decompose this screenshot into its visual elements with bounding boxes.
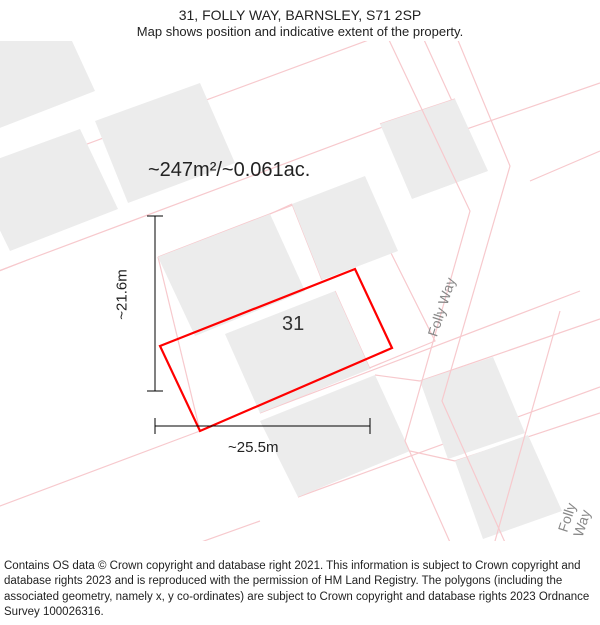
parcel-boundary: [375, 375, 420, 381]
width-dimension: ~25.5m: [228, 439, 278, 456]
dimension-line: [147, 216, 163, 391]
parcel-boundary: [0, 431, 200, 521]
building-footprint: [380, 99, 488, 199]
footer-copyright: Contains OS data © Crown copyright and d…: [4, 559, 596, 621]
height-dimension: ~21.6m: [114, 269, 131, 319]
building-footprint: [95, 83, 235, 203]
page-title: 31, FOLLY WAY, BARNSLEY, S71 2SP: [0, 6, 600, 24]
area-label: ~247m²/~0.061ac.: [148, 159, 310, 182]
parcel-boundary: [420, 319, 600, 381]
page-subtitle: Map shows position and indicative extent…: [0, 24, 600, 41]
parcel-boundary: [120, 521, 260, 541]
road-edge: [530, 151, 600, 181]
map-canvas: ~247m²/~0.061ac. 31 ~21.6m ~25.5m Folly …: [0, 41, 600, 541]
header: 31, FOLLY WAY, BARNSLEY, S71 2SP Map sho…: [0, 0, 600, 41]
building-footprint: [0, 41, 95, 131]
parcel-boundary: [0, 259, 30, 286]
parcel-boundary: [455, 83, 600, 133]
plot-number: 31: [282, 313, 304, 336]
parcel-boundary: [270, 204, 292, 214]
map-svg: [0, 41, 600, 541]
building-footprint: [292, 176, 398, 280]
